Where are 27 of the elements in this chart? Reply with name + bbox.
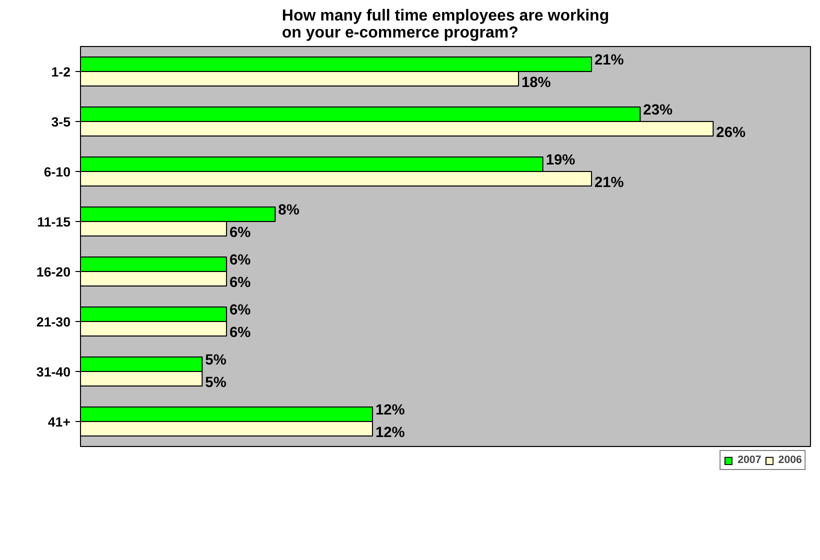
y-tick-label: 21-30 (36, 314, 71, 330)
data-label: 6% (230, 302, 251, 318)
data-label: 21% (594, 52, 624, 68)
data-label: 26% (716, 124, 746, 141)
data-label: 5% (205, 352, 226, 368)
data-label: 6% (230, 252, 251, 268)
y-tick-label: 41+ (48, 414, 71, 430)
y-tick-label: 1-2 (51, 64, 70, 80)
data-label: 18% (522, 74, 551, 91)
data-label: 6% (230, 324, 251, 341)
legend-label: 2007 (738, 454, 762, 466)
y-tick-label: 3-5 (51, 114, 72, 130)
data-label: 19% (546, 152, 576, 168)
data-label: 12% (376, 402, 405, 418)
data-label: 8% (278, 202, 300, 218)
data-label: 6% (230, 224, 251, 241)
data-label: 6% (230, 274, 251, 291)
chart-title: How many full time employees are working on your e-commerce program? (282, 8, 610, 42)
data-label: 21% (594, 174, 624, 191)
data-label: 12% (376, 424, 405, 441)
y-tick-label: 31-40 (36, 364, 71, 380)
legend-label: 2006 (778, 454, 802, 466)
y-tick-label: 6-10 (44, 164, 71, 180)
data-label: 23% (643, 102, 673, 118)
y-tick-label: 11-15 (37, 214, 72, 230)
y-tick-label: 16-20 (36, 264, 71, 280)
data-label: 5% (205, 374, 226, 391)
